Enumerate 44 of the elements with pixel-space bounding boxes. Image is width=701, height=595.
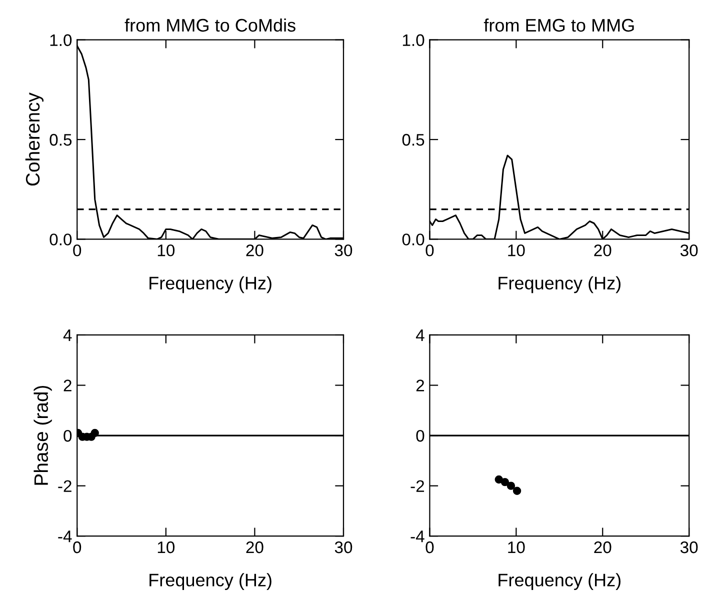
x-tick-label: 0 — [73, 541, 82, 554]
y-axis-title: Phase (rad) — [34, 386, 52, 485]
point — [512, 486, 522, 495]
x-tick-label: 30 — [680, 244, 698, 256]
x-tick-label: 20 — [594, 541, 612, 554]
x-tick-label: 0 — [426, 244, 434, 256]
x-axis-title: Frequency (Hz) — [498, 573, 620, 590]
x-tick-label: 30 — [334, 244, 352, 256]
point — [500, 478, 510, 486]
chart-title: from MMG to CoMdis — [124, 18, 296, 32]
y-tick-label: 2 — [64, 380, 72, 392]
x-axis-title: Frequency (Hz) — [150, 573, 272, 590]
chart-title: from EMG to MMG — [484, 18, 634, 32]
y-tick-label: 1.0 — [50, 34, 72, 46]
y-tick-label: 1.0 — [402, 34, 424, 46]
y-tick-label: 0 — [416, 430, 424, 442]
y-tick-label: -4 — [58, 530, 72, 542]
y-tick-label: 4 — [63, 330, 72, 342]
x-tick-label: 20 — [246, 541, 264, 554]
y-tick-label: -4 — [410, 530, 424, 542]
y-tick-label: 0.5 — [402, 134, 424, 146]
y-tick-label: 0.0 — [50, 234, 72, 246]
x-tick-label: 0 — [73, 244, 82, 256]
x-tick-label: 20 — [246, 244, 264, 256]
y-tick-label: 2 — [416, 380, 424, 392]
x-tick-label: 10 — [508, 541, 525, 554]
y-tick-label: 0 — [64, 430, 72, 442]
y-tick-label: 4 — [416, 330, 424, 342]
x-tick-label: 10 — [158, 541, 175, 554]
y-tick-label: 0.5 — [50, 134, 72, 146]
x-tick-label: 0 — [426, 541, 434, 554]
point — [494, 475, 503, 484]
x-tick-label: 20 — [594, 244, 612, 256]
x-tick-label: 10 — [158, 244, 175, 256]
x-axis-title: Frequency (Hz) — [150, 276, 272, 294]
y-tick-label: 0.0 — [402, 234, 424, 246]
x-tick-label: 10 — [508, 244, 525, 256]
x-axis-title: Frequency (Hz) — [498, 276, 620, 294]
y-axis-title: Coherency — [25, 92, 44, 186]
x-tick-label: 30 — [334, 541, 352, 554]
y-tick-label: -2 — [58, 480, 72, 492]
x-tick-label: 30 — [680, 541, 698, 554]
y-tick-label: -2 — [410, 480, 424, 492]
point — [506, 482, 516, 490]
